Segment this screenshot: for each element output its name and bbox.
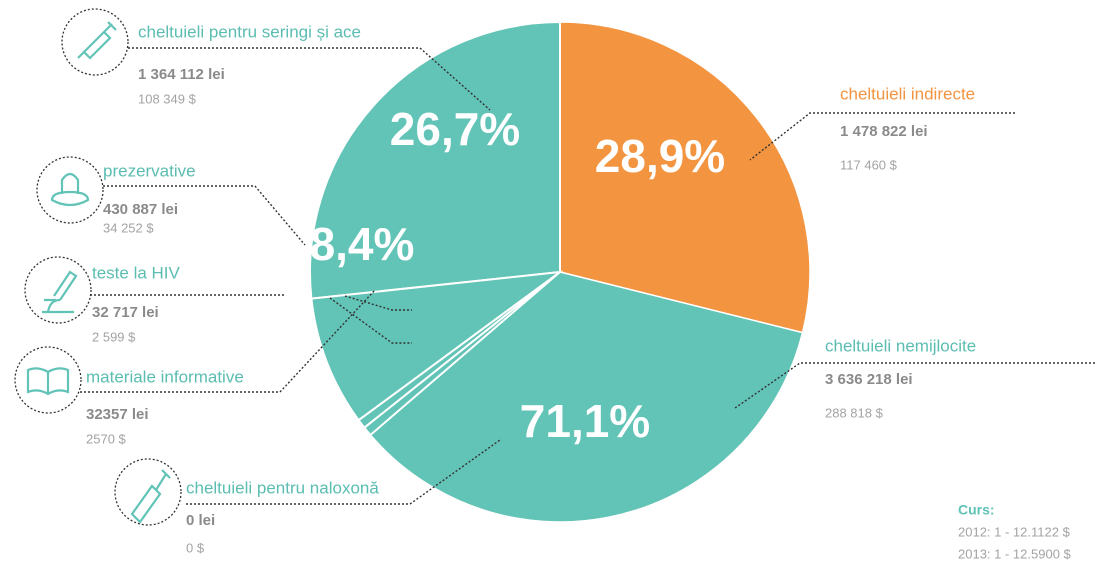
item-lei: 0 lei — [186, 512, 215, 529]
icon-ampoule — [114, 458, 182, 526]
sub-slice-label: 0,6% — [419, 301, 455, 318]
leader-line — [80, 289, 376, 393]
condom-glyph — [50, 172, 90, 207]
ampoule-glyph — [130, 469, 171, 524]
pie — [309, 20, 811, 523]
leader-line — [749, 112, 1015, 161]
item-lei: 1 364 112 lei — [138, 66, 225, 83]
sub-slice-label: 26,7% — [390, 103, 520, 155]
item-usd: 34 252 $ — [103, 220, 154, 235]
item-lei: 3 636 218 lei — [825, 371, 913, 388]
item-name: teste la HIV — [92, 263, 181, 282]
item-name: cheltuieli nemijlocite — [825, 336, 976, 355]
item-name: cheltuieli pentru seringi și ace — [138, 22, 361, 41]
icon-condom — [36, 156, 104, 224]
leader-line — [186, 439, 501, 505]
item-lei: 32357 lei — [86, 406, 149, 423]
item-name: prezervative — [103, 161, 196, 180]
item-name: cheltuieli indirecte — [840, 84, 975, 103]
note-line: 2013: 1 - 12.5900 $ — [958, 546, 1072, 561]
leader-line — [103, 185, 306, 246]
sub-slice — [362, 271, 561, 437]
icon-book — [14, 346, 82, 414]
item-usd: 2 599 $ — [92, 329, 136, 344]
syringe-glyph — [77, 21, 117, 60]
leader-line — [344, 295, 412, 311]
leader-line — [128, 47, 491, 111]
item-name: materiale informative — [86, 367, 244, 386]
sub-slice — [309, 20, 561, 300]
icons — [14, 8, 182, 526]
note-line: 2012: 1 - 12.1122 $ — [958, 524, 1071, 539]
item-usd: 2570 $ — [86, 431, 127, 446]
item-lei: 1 478 822 lei — [840, 123, 928, 140]
slice — [559, 21, 811, 334]
slice-label: 28,9% — [595, 130, 725, 182]
item-lei: 430 887 lei — [103, 201, 178, 218]
item-usd: 108 349 $ — [138, 91, 197, 106]
sub-slice-label: 0,6% — [419, 334, 455, 351]
icon-syringe — [61, 8, 129, 76]
note-title: Curs: — [958, 502, 995, 518]
book-glyph — [26, 367, 70, 396]
sub-slice — [310, 270, 564, 422]
item-usd: 0 $ — [186, 540, 205, 555]
slice-label: 71,1% — [520, 395, 650, 447]
microscope-glyph — [42, 270, 78, 314]
item-usd: 288 818 $ — [825, 405, 884, 420]
leader-line — [329, 297, 412, 344]
item-name: cheltuieli pentru naloxonă — [186, 478, 379, 497]
item-usd: 117 460 $ — [840, 157, 898, 172]
icon-microscope — [24, 256, 92, 324]
item-lei: 32 717 lei — [92, 304, 159, 321]
sub-slice-label: 8,4% — [310, 218, 415, 270]
